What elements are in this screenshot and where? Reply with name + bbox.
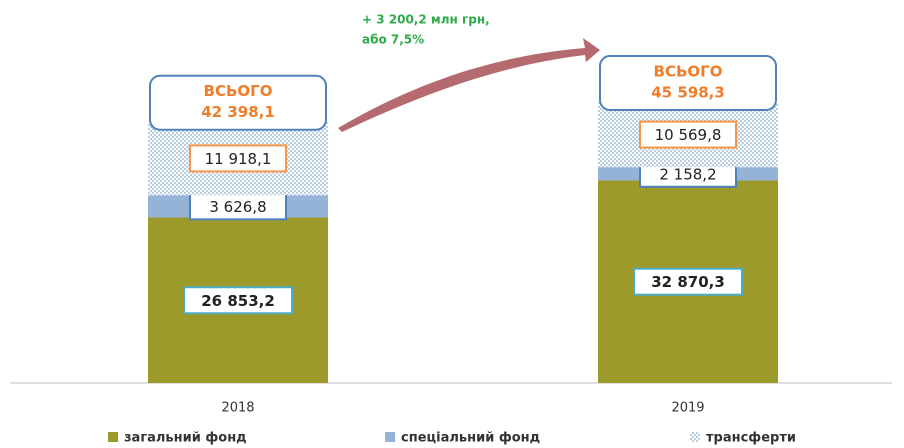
value-label-box bbox=[183, 286, 293, 315]
legend-swatch bbox=[108, 432, 118, 442]
legend-swatch bbox=[690, 432, 700, 442]
total-label: 45 598,3 bbox=[651, 84, 725, 102]
value-label: 10 569,8 bbox=[655, 126, 722, 144]
legend-label: спеціальний фонд bbox=[401, 431, 540, 446]
annotation: + 3 200,2 млн грн, bbox=[362, 13, 490, 27]
value-label-box bbox=[639, 120, 737, 149]
value-label: 26 853,2 bbox=[201, 292, 275, 310]
value-label: 32 870,3 bbox=[651, 273, 725, 291]
growth-arrow bbox=[338, 38, 600, 132]
value-label: 11 918,1 bbox=[205, 150, 272, 168]
legend-label: загальний фонд bbox=[124, 431, 247, 446]
value-label-box bbox=[189, 144, 287, 173]
total-title: ВСЬОГО bbox=[204, 82, 273, 100]
total-label: 42 398,1 bbox=[201, 103, 275, 121]
legend-swatch bbox=[385, 432, 395, 442]
value-label-box bbox=[633, 267, 743, 296]
value-label: 2 158,2 bbox=[659, 165, 716, 183]
total-title: ВСЬОГО bbox=[654, 63, 723, 81]
x-tick-label: 2019 bbox=[671, 401, 704, 416]
total-box bbox=[599, 55, 777, 111]
value-label: 3 626,8 bbox=[209, 198, 266, 216]
x-tick-label: 2018 bbox=[221, 401, 254, 416]
legend-label: трансферти bbox=[706, 431, 796, 446]
total-box bbox=[149, 74, 327, 131]
annotation: або 7,5% bbox=[362, 33, 424, 47]
